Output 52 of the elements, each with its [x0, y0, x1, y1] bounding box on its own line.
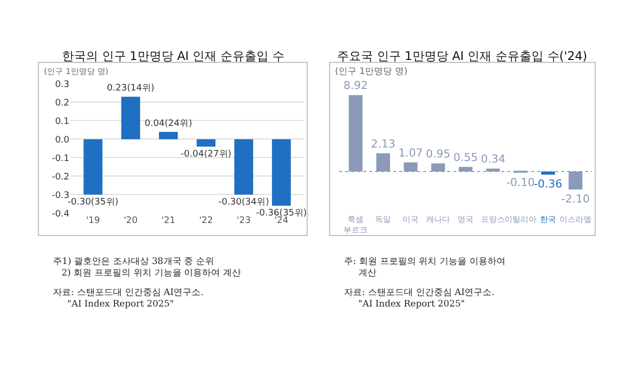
- x-tick-label: '19: [86, 216, 100, 226]
- chart-title: 주요국 인구 1만명당 AI 인재 순유출입 수('24): [337, 49, 588, 63]
- bar: [121, 96, 140, 140]
- x-tick-label: 룩셈 부르크: [344, 215, 368, 235]
- x-tick-label: 프랑스: [481, 215, 506, 224]
- bar: [272, 139, 291, 206]
- data-label: -0.10: [506, 176, 535, 189]
- bar: [84, 139, 102, 195]
- x-tick-label: '21: [161, 216, 176, 226]
- x-tick-label: 영국: [458, 215, 474, 224]
- text: 자료: 스탠포드대 인간중심 AI연구소. "AI Index Report 2025": [344, 288, 495, 310]
- data-label: 0.23(14위): [106, 84, 154, 94]
- data-label: -0.30(34위): [218, 198, 270, 208]
- y-tick-label: 0.3: [55, 80, 70, 90]
- data-label: 0.04(24위): [144, 118, 192, 129]
- x-tick-label: '23: [236, 216, 251, 226]
- text: 주: 회원 프로필의 위치 기능을 이용하여 계산: [344, 257, 506, 279]
- x-tick-label: 한국: [540, 215, 556, 224]
- y-tick-label: 0.0: [55, 135, 70, 146]
- data-label: -0.04(27위): [180, 150, 232, 160]
- bar: [234, 139, 254, 195]
- y-tick-label: -0.2: [52, 172, 70, 182]
- bar: [541, 172, 555, 175]
- x-tick-label: '24: [274, 216, 289, 226]
- y-tick-label: 0.2: [55, 98, 70, 108]
- y-axis-title: (인구 1만명당 명): [44, 67, 108, 76]
- y-tick-label: 0.1: [55, 116, 70, 127]
- data-label: -0.36: [534, 178, 562, 191]
- bar: [158, 132, 178, 140]
- x-tick-label: '22: [199, 216, 214, 226]
- data-label: 0.55: [453, 150, 478, 164]
- y-tick-label: -0.3: [52, 190, 70, 201]
- x-tick-label: 캐나다: [426, 215, 450, 224]
- text: 자료: 스탠포드대 인간중심 AI연구소. "AI Index Report 2025": [53, 288, 204, 310]
- x-tick-label: '20: [124, 216, 138, 226]
- data-label: 0.95: [426, 147, 450, 160]
- data-label: -2.10: [561, 192, 590, 206]
- x-tick-label: 미국: [402, 215, 419, 224]
- data-label: 8.92: [343, 79, 368, 92]
- text: 주1) 괄호안은 조사대상 38개국 중 순위 2) 회원 프로필의 위치 기능을 이용하여 계산: [53, 257, 241, 279]
- x-tick-label: 이스라엘: [560, 215, 592, 224]
- data-label: 2.13: [370, 137, 396, 150]
- chart-title: 한국의 인구 1만명당 AI 인재 순유출입 수: [62, 49, 284, 63]
- data-label: 1.07: [398, 146, 423, 160]
- y-axis-title: (인구 1만명당 명): [335, 67, 408, 77]
- data-label: -0.30(35위): [68, 198, 118, 208]
- x-tick-label: 이탈리아: [504, 215, 537, 224]
- y-tick-label: -0.1: [52, 154, 70, 164]
- data-label: 0.34: [480, 152, 506, 166]
- bar: [196, 139, 216, 147]
- y-tick-label: -0.4: [52, 209, 70, 220]
- x-tick-label: 독일: [375, 215, 392, 224]
